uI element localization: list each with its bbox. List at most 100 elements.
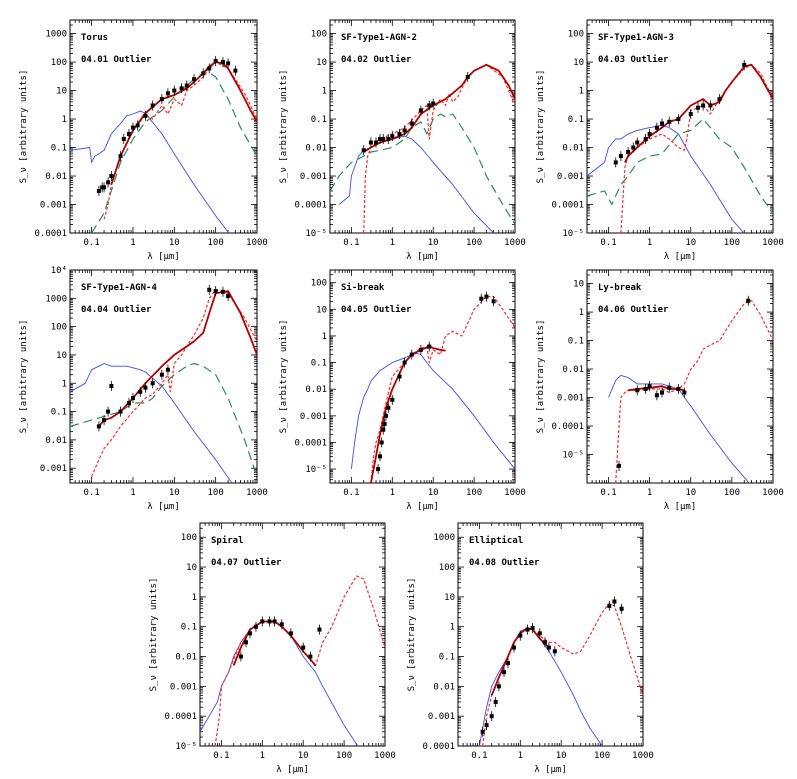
y-tick-label: 0.001 bbox=[428, 712, 455, 722]
panel-title: Spiral bbox=[211, 535, 244, 546]
data-point bbox=[192, 77, 197, 82]
data-point bbox=[660, 121, 665, 126]
x-tick-label: 0.1 bbox=[213, 751, 229, 761]
x-tick-label: 10 bbox=[169, 238, 180, 248]
y-tick-label: 0.01 bbox=[562, 144, 584, 154]
plot-frame bbox=[586, 19, 774, 234]
x-tick-label: 10 bbox=[685, 488, 696, 498]
data-point bbox=[635, 388, 640, 393]
data-point bbox=[688, 112, 693, 117]
y-tick-label: 0.0001 bbox=[164, 712, 197, 722]
panel-subtitle: 04.06 Outlier bbox=[598, 304, 669, 315]
data-point bbox=[647, 131, 652, 136]
y-tick-label: 1000 bbox=[45, 30, 67, 40]
data-point bbox=[143, 113, 148, 118]
x-tick-label: 10 bbox=[556, 751, 567, 761]
data-point bbox=[682, 390, 687, 395]
observed-points bbox=[480, 596, 624, 737]
panel-subtitle: 04.05 Outlier bbox=[341, 304, 412, 315]
y-tick-label: 0.001 bbox=[40, 464, 67, 474]
data-point bbox=[213, 289, 218, 294]
data-point bbox=[201, 71, 206, 76]
data-point bbox=[647, 384, 652, 389]
y-tick-label: 10 bbox=[573, 280, 584, 290]
sed-panel-6: 0.1 1 10 100 1000 10 1 0.1 0.01 0.001 0.0001 10⁻⁵ λ … bbox=[536, 269, 784, 512]
data-point bbox=[130, 125, 135, 130]
data-point bbox=[708, 103, 713, 108]
series-line-stellar bbox=[587, 124, 745, 233]
data-point bbox=[418, 108, 423, 113]
y-axis-label: S_ν [arbitrary units] bbox=[536, 70, 546, 184]
y-tick-label: 1 bbox=[322, 332, 327, 342]
data-point bbox=[386, 405, 391, 410]
y-tick-label: 0.1 bbox=[51, 144, 67, 154]
data-point bbox=[695, 105, 700, 110]
data-point bbox=[379, 440, 384, 445]
x-tick-label: 100 bbox=[594, 751, 610, 761]
y-tick-label: 0.001 bbox=[557, 394, 584, 404]
y-tick-label: 100 bbox=[181, 533, 197, 543]
data-point bbox=[607, 603, 612, 608]
panel-title: Torus bbox=[81, 33, 108, 43]
y-tick-label: 10⁻⁵ bbox=[305, 465, 327, 475]
data-point bbox=[207, 287, 212, 292]
data-point bbox=[165, 91, 170, 96]
panel-title: Elliptical bbox=[469, 535, 523, 546]
observed-points bbox=[96, 55, 238, 196]
data-point bbox=[654, 393, 659, 398]
panel-subtitle: 04.08 Outlier bbox=[469, 557, 540, 568]
data-point bbox=[159, 372, 164, 377]
y-tick-label: 10⁴ bbox=[51, 266, 67, 276]
data-point bbox=[102, 418, 107, 423]
panel-title: Si-break bbox=[341, 282, 385, 293]
y-tick-label: 10 bbox=[56, 351, 67, 361]
y-tick-label: 10 bbox=[186, 563, 197, 573]
data-point bbox=[381, 136, 386, 141]
panel-subtitle: 04.02 Outlier bbox=[341, 54, 412, 65]
y-axis-label: S_ν [arbitrary units] bbox=[19, 70, 29, 184]
series-line-agn bbox=[70, 362, 257, 477]
data-point bbox=[260, 619, 265, 624]
data-point bbox=[253, 624, 258, 629]
data-point bbox=[631, 145, 636, 150]
y-tick-label: 0.001 bbox=[300, 412, 327, 422]
data-point bbox=[518, 633, 523, 638]
x-axis-label: λ [μm] bbox=[664, 502, 697, 512]
x-axis-label: λ [μm] bbox=[406, 252, 439, 262]
data-point bbox=[465, 74, 470, 79]
data-point bbox=[701, 103, 706, 108]
y-tick-label: 100 bbox=[51, 323, 67, 333]
data-point bbox=[220, 289, 225, 294]
y-tick-label: 1 bbox=[579, 308, 584, 318]
series-line-agn bbox=[587, 118, 773, 214]
y-tick-label: 0.01 bbox=[562, 365, 584, 375]
x-tick-label: 100 bbox=[466, 238, 482, 248]
plot-frame bbox=[69, 19, 258, 234]
series-line-fit bbox=[620, 64, 773, 233]
data-point bbox=[361, 148, 366, 153]
panel-subtitle: 04.07 Outlier bbox=[211, 557, 282, 568]
data-point bbox=[654, 125, 659, 130]
plot-frame bbox=[457, 522, 644, 747]
plot-frame bbox=[329, 19, 516, 234]
data-point bbox=[317, 627, 322, 632]
data-point bbox=[220, 60, 225, 65]
data-point bbox=[742, 62, 747, 67]
plot-frame bbox=[199, 522, 386, 747]
data-point bbox=[279, 622, 284, 627]
data-point bbox=[244, 640, 249, 645]
data-point bbox=[126, 401, 131, 406]
sed-panel-8: 0.1 1 10 100 1000 1000 100 10 1 0.1 0.01 0.001 0.000… bbox=[407, 522, 654, 775]
x-tick-label: 1000 bbox=[374, 751, 396, 761]
data-point bbox=[126, 131, 131, 136]
x-axis-label: λ [μm] bbox=[534, 765, 567, 775]
data-point bbox=[502, 670, 507, 675]
data-point bbox=[159, 97, 164, 102]
series-line-total bbox=[110, 61, 257, 185]
y-tick-label: 0.0001 bbox=[422, 742, 455, 752]
data-point bbox=[402, 128, 407, 133]
data-point bbox=[267, 619, 272, 624]
data-point bbox=[308, 654, 313, 659]
x-tick-label: 0.1 bbox=[600, 238, 616, 248]
